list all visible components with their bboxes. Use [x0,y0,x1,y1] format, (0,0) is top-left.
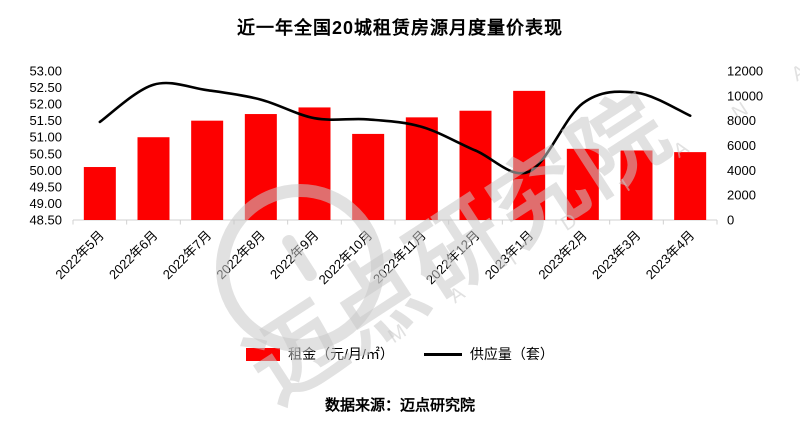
right-axis-tick-label: 0 [727,213,734,228]
rent-bar [405,117,438,220]
chart-legend: 租金（元/月/㎡） 供应量（套） [0,344,800,364]
supply-swatch-icon [423,352,462,356]
right-axis-tick-label: 10000 [727,88,763,103]
right-axis-tick-label: 6000 [727,138,756,153]
supply-line [98,81,692,175]
rent-bar [674,152,707,220]
right-axis-tick-label: 4000 [727,163,756,178]
x-axis-label: 2022年8月 [213,228,268,283]
data-source-note: 数据来源：迈点研究院 [324,397,475,414]
rent-bar [459,110,492,220]
x-axis-label: 2022年12月 [423,228,483,288]
rent-bar [191,120,224,220]
x-axis-label: 2023年2月 [535,228,590,283]
x-axis-label: 2023年3月 [589,228,644,283]
x-axis-label: 2022年5月 [52,228,107,283]
right-axis-tick-label: 8000 [727,113,756,128]
x-axis-label: 2022年11月 [370,228,429,287]
chart-title: 近一年全国20城租赁房源月度量价表现 [236,18,564,38]
right-axis-tick-label: 2000 [727,188,756,203]
legend-supply-label: 供应量（套） [469,346,554,362]
legend-item-supply: 供应量（套） [423,344,554,364]
legend-rent-label: 租金（元/月/㎡） [288,346,394,362]
rent-bar [566,148,599,220]
x-axis-label: 2022年6月 [106,228,161,283]
right-axis-tick-label: 12000 [727,64,763,79]
left-axis-tick-label: 52.00 [29,97,62,112]
left-axis-tick-label: 49.50 [29,179,62,194]
left-axis-tick-label: 52.50 [29,80,62,95]
rent-bar [244,114,277,220]
x-axis-label: 2022年7月 [160,228,215,283]
left-axis-tick-label: 51.50 [29,113,62,128]
rent-bar [513,90,546,220]
x-axis-label: 2023年4月 [643,228,698,283]
rent-bar [620,150,653,220]
left-axis-tick-label: 50.50 [29,146,62,161]
rent-bar [298,107,331,220]
x-axis-label: 2022年10月 [316,228,376,288]
left-axis-tick-label: 49.00 [29,196,62,211]
left-axis-tick-label: 48.50 [29,213,62,228]
left-axis-tick-label: 51.00 [29,130,62,145]
rent-swatch-icon [246,347,281,361]
left-axis-tick-label: 50.00 [29,163,62,178]
rent-bar [137,137,170,220]
left-axis-tick-label: 53.00 [29,64,62,79]
legend-item-rent: 租金（元/月/㎡） [246,344,394,364]
x-axis-label: 2022年9月 [267,228,322,283]
rent-bar [83,167,116,220]
x-axis-label: 2023年1月 [482,228,537,283]
rent-bar [352,133,385,220]
